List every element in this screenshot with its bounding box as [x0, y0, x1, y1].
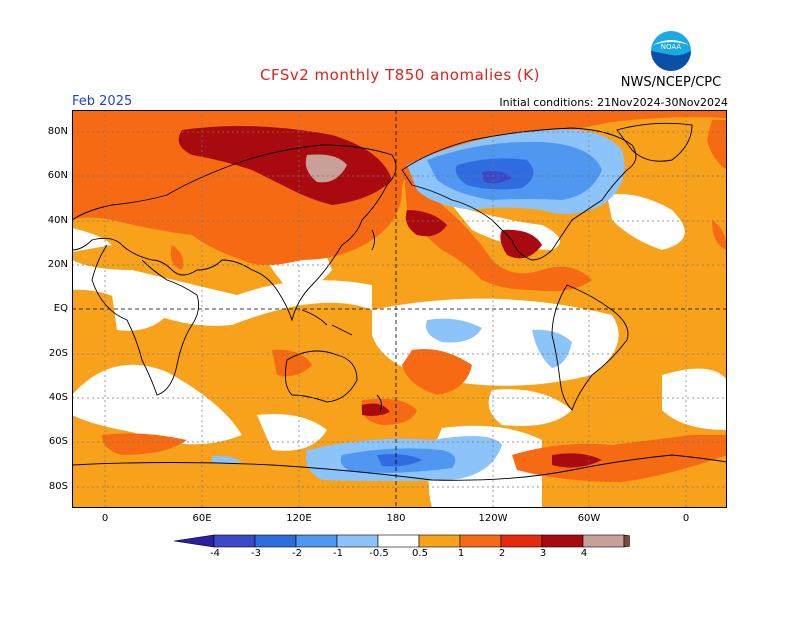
legend-tick: 3 [539, 548, 547, 559]
lon-label: 120W [478, 513, 508, 524]
lat-label: 40N [47, 215, 68, 226]
legend-tick: -0.5 [369, 548, 389, 559]
initial-conditions: Initial conditions: 21Nov2024-30Nov2024 [499, 96, 728, 109]
extreme-warm-anomaly-region [305, 154, 347, 183]
agency-label: NWS/NCEP/CPC [620, 75, 722, 90]
lon-label: 60E [192, 513, 212, 524]
legend-swatch [459, 534, 502, 548]
legend-swatch [418, 534, 461, 548]
graticule [72, 110, 727, 508]
lat-label: 60S [48, 436, 68, 447]
legend-tick: 4 [580, 548, 588, 559]
lon-label: 60W [577, 513, 601, 524]
svg-text:NOAA: NOAA [661, 43, 682, 51]
lat-label: 20N [47, 259, 68, 270]
legend-arrow-high [623, 534, 630, 548]
legend-tick: 0.5 [412, 548, 428, 559]
legend-swatch [377, 534, 420, 548]
anomaly-map [72, 110, 727, 508]
map-frame [72, 110, 727, 508]
lat-label: EQ [53, 303, 68, 314]
lat-label: 40S [48, 392, 68, 403]
very-strong-cold-anomaly-region [482, 170, 512, 184]
lat-label: 80N [47, 126, 68, 137]
coastlines [72, 122, 727, 481]
legend-swatch [213, 534, 256, 548]
lat-label: 20S [48, 348, 68, 359]
legend-colorbar [173, 534, 630, 548]
lat-label: 80S [48, 481, 68, 492]
legend-swatch [254, 534, 297, 548]
legend-arrow-low [173, 534, 215, 548]
legend-swatch [500, 534, 543, 548]
legend-swatch [295, 534, 338, 548]
legend-swatch [336, 534, 379, 548]
lon-label: 120E [286, 513, 312, 524]
legend-tick: -1 [333, 548, 343, 559]
reference-lines [72, 110, 727, 508]
forecast-month: Feb 2025 [72, 94, 133, 109]
legend-tick: 2 [498, 548, 506, 559]
legend-tick: 1 [457, 548, 465, 559]
lon-label: 180 [386, 513, 406, 524]
legend-swatch [541, 534, 584, 548]
legend-tick: -2 [292, 548, 302, 559]
legend-tick: -4 [210, 548, 220, 559]
lon-label: 0 [682, 513, 690, 524]
legend-tick: -3 [251, 548, 261, 559]
lon-label: 0 [101, 513, 109, 524]
map-title: CFSv2 monthly T850 anomalies (K) [260, 66, 540, 84]
neutral-anomaly-regions [72, 180, 727, 508]
lat-label: 60N [47, 170, 68, 181]
legend-swatch [582, 534, 625, 548]
noaa-logo: NOAA [650, 30, 692, 76]
